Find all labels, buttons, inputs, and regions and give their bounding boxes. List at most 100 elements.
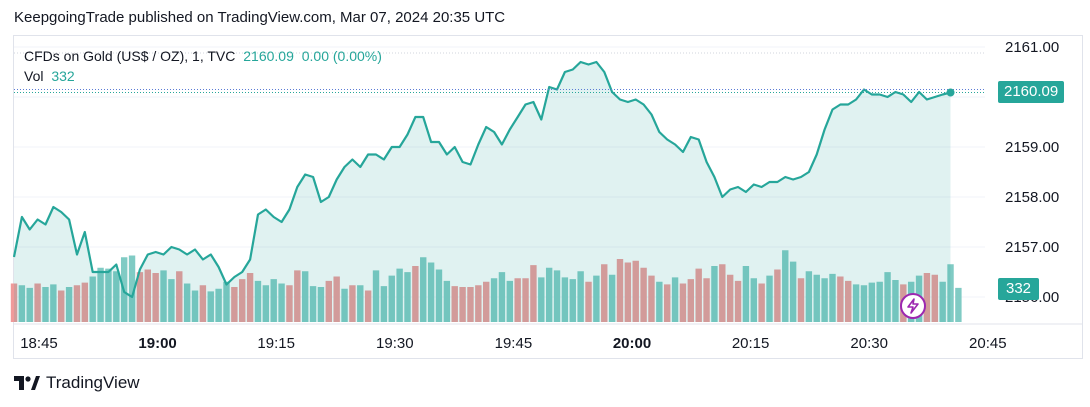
volume-bar xyxy=(860,285,868,322)
volume-bar xyxy=(876,281,883,322)
legend-volume-row: Vol 332 xyxy=(24,66,386,86)
tradingview-logo-icon xyxy=(14,376,40,390)
volume-bar xyxy=(105,268,112,322)
volume-bar xyxy=(538,277,545,322)
volume-bar xyxy=(671,277,679,322)
volume-bar xyxy=(577,271,584,322)
volume-bar xyxy=(97,267,104,322)
price-area-fill xyxy=(14,62,951,322)
volume-bar xyxy=(734,280,742,322)
volume-bar xyxy=(18,285,26,322)
volume-bar xyxy=(782,250,789,322)
volume-bar xyxy=(490,278,498,322)
volume-bar xyxy=(388,275,395,322)
volume-bar xyxy=(522,278,529,322)
volume-bar xyxy=(435,269,443,322)
volume-bar xyxy=(868,282,876,322)
volume-bar xyxy=(561,277,569,322)
legend-symbol[interactable]: CFDs on Gold (US$ / OZ), 1, TVC xyxy=(24,48,236,64)
volume-bar xyxy=(947,264,954,322)
volume-bar xyxy=(89,276,96,322)
tradingview-brand: TradingView xyxy=(46,373,140,392)
legend-vol-label[interactable]: Vol xyxy=(24,68,44,84)
volume-bar xyxy=(215,288,222,322)
volume-bar xyxy=(805,271,813,322)
volume-bar xyxy=(632,260,639,322)
volume-bar xyxy=(26,287,33,322)
volume-bar xyxy=(687,279,695,322)
volume-bar xyxy=(10,283,18,322)
volume-bar xyxy=(664,284,671,322)
volume-bar xyxy=(136,272,144,322)
chart-frame[interactable] xyxy=(13,35,1083,359)
time-tick-label: 20:45 xyxy=(969,335,1007,352)
volume-bar xyxy=(506,280,514,322)
volume-bar xyxy=(719,264,726,322)
volume-bar xyxy=(113,271,120,322)
volume-bar xyxy=(758,283,765,322)
volume-bar xyxy=(349,285,356,322)
volume-tag: 332 xyxy=(998,278,1040,300)
volume-bar xyxy=(246,273,254,322)
volume-bar xyxy=(254,280,262,322)
time-tick-label: 19:45 xyxy=(495,335,533,352)
volume-bar xyxy=(766,275,773,322)
volume-bar xyxy=(239,279,246,322)
volume-bar xyxy=(459,287,466,322)
volume-bar xyxy=(475,285,482,322)
time-tick-label: 20:00 xyxy=(613,335,651,352)
tradingview-logo[interactable]: TradingView xyxy=(14,373,140,393)
volume-bar xyxy=(364,290,372,322)
volume-bar xyxy=(42,287,49,322)
lightning-icon[interactable] xyxy=(900,293,926,319)
volume-bar xyxy=(939,281,946,322)
volume-bar xyxy=(58,290,65,322)
volume-bar xyxy=(152,273,159,322)
volume-bar xyxy=(427,262,435,322)
volume-bar xyxy=(168,279,175,322)
legend-vol-value: 332 xyxy=(51,68,75,84)
volume-bar xyxy=(845,280,852,322)
price-tick-label: 2161.00 xyxy=(1005,39,1059,56)
volume-bar xyxy=(144,269,151,322)
volume-bar xyxy=(301,271,309,322)
price-axis: 2161.002160.002159.002158.002157.002156.… xyxy=(1005,39,1059,306)
volume-bar xyxy=(396,268,403,322)
volume-bar xyxy=(380,286,388,322)
volume-bar xyxy=(498,272,506,322)
volume-bar xyxy=(81,282,89,322)
volume-bar xyxy=(923,273,931,322)
volume-bar xyxy=(404,272,411,322)
volume-bar xyxy=(309,286,317,322)
volume-bar xyxy=(679,283,687,322)
volume-bar xyxy=(593,275,600,322)
volume-bar xyxy=(483,281,490,322)
volume-bar xyxy=(553,270,561,322)
volume-bar xyxy=(703,278,710,322)
volume-bar xyxy=(829,273,836,322)
volume-bar xyxy=(443,280,451,322)
volume-bar xyxy=(585,281,592,322)
time-tick-label: 18:45 xyxy=(20,335,58,352)
volume-bar xyxy=(65,287,73,322)
volume-bar xyxy=(656,281,663,322)
volume-bar xyxy=(530,265,537,322)
volume-bar xyxy=(640,267,647,322)
volume-bar xyxy=(931,274,938,322)
legend-symbol-row: CFDs on Gold (US$ / OZ), 1, TVC 2160.09 … xyxy=(24,46,386,66)
volume-bar xyxy=(813,274,820,322)
volume-bar xyxy=(160,270,167,322)
price-line xyxy=(12,60,951,299)
volume-bar xyxy=(837,276,844,322)
volume-bar xyxy=(333,276,340,322)
volume-bar xyxy=(372,270,380,322)
volume-bar xyxy=(207,291,214,322)
legend-change: 0.00 (0.00%) xyxy=(301,48,382,64)
price-tick-label: 2159.00 xyxy=(1005,139,1059,156)
volume-bar xyxy=(128,255,136,322)
volume-bar xyxy=(278,283,285,322)
volume-bar xyxy=(545,267,553,322)
time-axis: 18:45 19:00 19:15 19:30 19:45 20:00 20:15 20:30… xyxy=(14,323,1083,352)
time-tick-label: 19:30 xyxy=(376,335,414,352)
